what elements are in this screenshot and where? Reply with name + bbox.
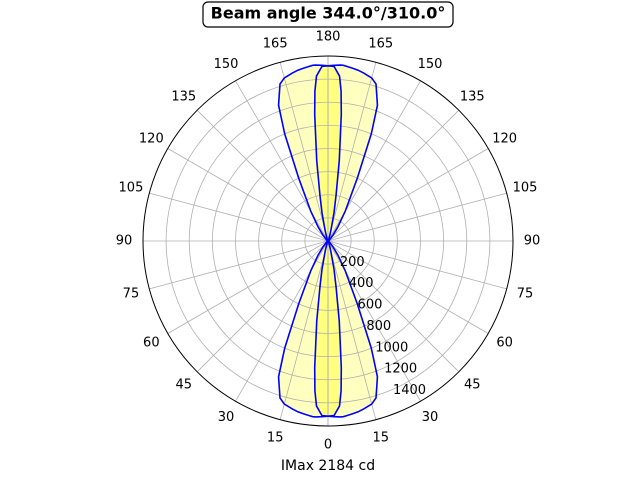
ring-grid-line	[211, 124, 445, 358]
radial-tick-label: 400	[349, 276, 374, 291]
angle-tick-label: 90	[116, 234, 133, 249]
angle-tick-label: 15	[267, 431, 284, 446]
ring-grid-line	[258, 171, 398, 311]
radial-tick-label: 1400	[393, 383, 426, 398]
angle-tick-label: 60	[496, 336, 513, 351]
chart-title: Beam angle 344.0°/310.0°	[211, 4, 446, 23]
ring-grid-line	[188, 101, 468, 381]
angle-tick-label: 180	[316, 30, 341, 45]
ring-grid-line	[235, 148, 421, 334]
series-fill	[278, 65, 378, 417]
angle-tick-label: 90	[524, 234, 541, 249]
angle-tick-label: 165	[263, 36, 288, 51]
angle-tick-label: 30	[218, 410, 235, 425]
angle-tick-label: 165	[368, 36, 393, 51]
radial-tick-label: 1000	[375, 340, 408, 355]
angle-tick-label: 30	[422, 410, 439, 425]
ring-grid-line	[165, 78, 491, 404]
x-axis-label: IMax 2184 cd	[281, 458, 375, 474]
angle-tick-label: 150	[214, 57, 239, 72]
angle-tick-label: 15	[373, 431, 390, 446]
angle-tick-label: 135	[171, 89, 196, 104]
series-fill	[314, 65, 342, 417]
angle-tick-label: 60	[143, 336, 160, 351]
angle-tick-label: 45	[175, 378, 192, 393]
outer-ring	[142, 55, 514, 427]
radial-tick-label: 800	[366, 319, 391, 334]
angle-tick-label: 75	[517, 286, 534, 301]
angle-tick-label: 0	[324, 438, 332, 453]
radial-tick-label: 200	[340, 255, 365, 270]
title-box	[202, 1, 454, 28]
ring-grid-line	[281, 194, 375, 288]
angle-tick-label: 135	[460, 89, 485, 104]
angle-tick-label: 105	[119, 181, 144, 196]
angle-tick-label: 75	[123, 286, 140, 301]
angle-tick-label: 45	[464, 378, 481, 393]
radial-tick-label: 600	[358, 298, 383, 313]
angle-tick-label: 120	[492, 132, 517, 147]
ring-grid-line	[304, 217, 352, 265]
angle-tick-label: 105	[513, 181, 538, 196]
series-line	[313, 65, 329, 417]
radial-tick-label: 1200	[384, 362, 417, 377]
angle-tick-label: 150	[418, 57, 443, 72]
angle-tick-label: 120	[139, 132, 164, 147]
